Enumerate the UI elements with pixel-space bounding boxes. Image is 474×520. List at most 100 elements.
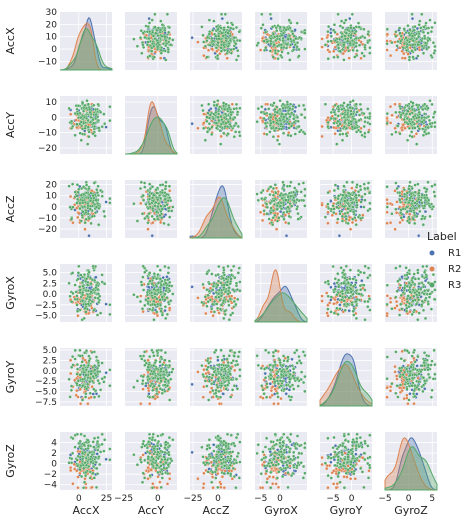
- point-R3: [338, 49, 342, 53]
- point-R3: [94, 285, 98, 290]
- point-R3: [332, 110, 337, 114]
- point-R3: [351, 117, 356, 121]
- point-R3: [366, 32, 370, 36]
- point-R3: [363, 288, 367, 292]
- point-R3: [221, 101, 226, 105]
- point-R3: [422, 204, 427, 208]
- point-R3: [147, 202, 152, 206]
- point-R3: [303, 204, 307, 208]
- point-R3: [427, 37, 432, 41]
- point-R3: [82, 316, 86, 321]
- point-R3: [274, 191, 278, 195]
- point-R3: [261, 23, 265, 27]
- point-R3: [292, 120, 296, 124]
- point-R3: [270, 25, 275, 29]
- point-R3: [340, 292, 345, 296]
- point-R2: [395, 115, 399, 119]
- point-R3: [336, 196, 340, 201]
- point-R3: [232, 264, 236, 268]
- point-R3: [256, 198, 260, 202]
- point-R3: [340, 107, 344, 112]
- point-R3: [159, 290, 163, 294]
- point-R2: [204, 311, 208, 316]
- point-R3: [398, 198, 402, 202]
- point-R3: [405, 210, 409, 214]
- point-R3: [84, 116, 89, 121]
- point-R3: [366, 276, 370, 280]
- point-R3: [268, 112, 272, 117]
- point-R1: [190, 36, 194, 40]
- point-R3: [279, 207, 284, 211]
- point-R3: [278, 25, 282, 29]
- point-R3: [145, 290, 150, 295]
- point-R3: [279, 127, 284, 131]
- point-R2: [320, 45, 324, 49]
- point-R3: [272, 101, 276, 105]
- point-R3: [200, 25, 204, 29]
- point-R2: [394, 211, 399, 215]
- point-R3: [426, 31, 430, 35]
- point-R3: [417, 23, 421, 27]
- point-R3: [164, 289, 168, 293]
- panel-GyroX-GyroX: [254, 264, 308, 323]
- point-R3: [255, 192, 259, 196]
- point-R3: [333, 117, 337, 121]
- point-R3: [274, 126, 278, 130]
- point-R3: [236, 297, 240, 302]
- point-R2: [361, 213, 365, 217]
- point-R3: [426, 198, 431, 202]
- point-R3: [405, 104, 410, 108]
- point-R3: [153, 292, 157, 296]
- panel-AccX-GyroZ: [385, 12, 437, 70]
- point-R1: [161, 275, 165, 280]
- point-R3: [132, 202, 136, 206]
- point-R3: [349, 119, 353, 124]
- point-R3: [273, 113, 277, 117]
- point-R3: [145, 214, 150, 218]
- point-R3: [141, 31, 145, 35]
- point-R3: [362, 124, 366, 129]
- point-R3: [84, 217, 88, 221]
- point-R3: [385, 185, 389, 189]
- point-R3: [223, 112, 228, 116]
- point-R3: [214, 295, 218, 299]
- point-R3: [344, 126, 349, 130]
- point-R2: [341, 51, 345, 56]
- point-R3: [342, 299, 346, 303]
- point-R3: [336, 186, 340, 191]
- point-R3: [92, 103, 96, 107]
- point-R3: [331, 107, 335, 112]
- point-R2: [385, 116, 389, 121]
- point-R3: [352, 190, 356, 195]
- point-R3: [87, 270, 91, 274]
- point-R1: [190, 122, 194, 126]
- point-R3: [146, 40, 150, 44]
- point-R3: [103, 214, 107, 219]
- point-R3: [343, 199, 347, 203]
- point-R3: [401, 207, 405, 211]
- point-R3: [287, 33, 292, 38]
- point-R3: [336, 312, 340, 317]
- point-R3: [70, 300, 74, 304]
- point-R3: [167, 36, 172, 41]
- point-R1: [332, 281, 337, 286]
- point-R3: [416, 124, 420, 129]
- point-R2: [388, 121, 393, 125]
- point-R3: [416, 107, 421, 112]
- point-R3: [132, 37, 136, 41]
- point-R3: [407, 126, 412, 130]
- point-R3: [171, 205, 175, 209]
- point-R3: [269, 126, 274, 130]
- point-R3: [275, 34, 279, 38]
- point-R3: [215, 57, 220, 61]
- point-R3: [141, 264, 145, 268]
- point-R3: [285, 210, 289, 214]
- point-R3: [220, 31, 224, 35]
- point-R3: [163, 187, 168, 191]
- point-R3: [147, 21, 152, 25]
- point-R2: [202, 53, 206, 58]
- point-R3: [274, 38, 278, 43]
- point-R3: [265, 205, 269, 209]
- point-R3: [79, 115, 83, 120]
- point-R3: [164, 316, 168, 321]
